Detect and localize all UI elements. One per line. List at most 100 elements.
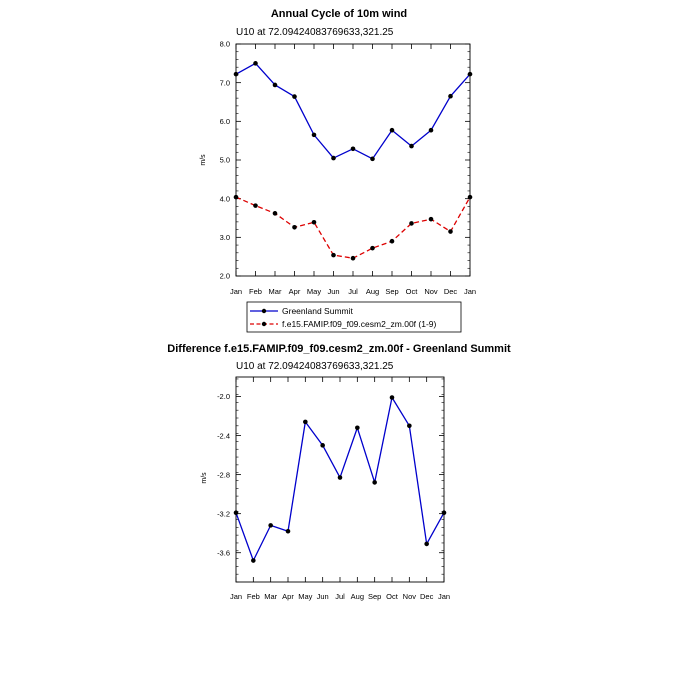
top-chart-series-1-point: [253, 203, 258, 208]
bottom-chart-y-tick-labels: -3.6 -3.2 -2.8 -2.4 -2.0: [217, 392, 230, 557]
top-chart-x-tick-label: Jan: [230, 287, 242, 296]
top-chart-series-1-point: [311, 219, 317, 225]
top-chart-x-tick-label: Aug: [366, 287, 379, 296]
top-chart-axes: [235, 43, 471, 277]
bottom-chart-x-tick-label: Dec: [420, 592, 434, 601]
top-chart-series-0-point: [389, 127, 395, 133]
top-chart-x-tick-label: Jan: [464, 287, 476, 296]
bottom-chart-y-tick-label: -2.0: [217, 392, 230, 401]
top-chart-series-line-0: [235, 62, 471, 160]
top-chart-series-0-point: [350, 146, 356, 152]
bottom-chart-y-tick-label: -2.4: [217, 431, 230, 440]
top-chart-series-0-point: [428, 127, 434, 133]
bottom-chart-x-tick-label: Aug: [351, 592, 364, 601]
bottom-chart-y-axis-label: m/s: [201, 472, 208, 484]
top-chart-plot-frame: [235, 43, 471, 277]
bottom-chart-series-0-point: [233, 510, 239, 515]
top-chart-series-0-point: [233, 71, 239, 77]
bottom-chart-series-0-point: [355, 425, 360, 431]
top-chart-series: [233, 61, 473, 261]
bottom-chart-series-0-point: [372, 480, 377, 485]
bottom-chart-y-tick-label: -2.8: [217, 470, 230, 479]
bottom-chart-subtitle: U10 at 72.09424083769633,321.25: [236, 361, 394, 372]
top-chart-x-tick-label: Nov: [424, 287, 438, 296]
top-chart-series-0-point: [311, 132, 317, 138]
bottom-chart-x-tick-label: Jul: [335, 592, 345, 601]
bottom-chart-series-0-point: [251, 558, 256, 563]
bottom-chart-x-tick-labels: Jan Feb Mar Apr May Jun Jul Aug Sep Oct Nov Dec Jan: [230, 592, 450, 601]
bottom-chart-x-tick-label: May: [298, 592, 312, 601]
top-chart-x-tick-label: Sep: [385, 287, 398, 296]
bottom-chart-x-tick-label: Feb: [247, 592, 260, 601]
bottom-chart-series-0-point: [303, 419, 308, 425]
top-chart-y-tick-label: 6.0: [220, 117, 230, 126]
top-chart-series-1-point: [350, 255, 356, 261]
bottom-chart-x-tick-label: Jan: [230, 592, 242, 601]
bottom-chart-x-tick-label: Apr: [282, 592, 294, 601]
top-chart-series-1-point: [233, 194, 239, 200]
top-chart-x-tick-label: Jun: [327, 287, 339, 296]
top-chart-series-1-point: [389, 238, 395, 244]
top-chart-series-1-point: [409, 221, 414, 226]
top-chart-x-tick-label: Feb: [249, 287, 262, 296]
top-chart-series-1-point: [428, 216, 434, 222]
bottom-chart-y-tick-label: -3.6: [217, 548, 230, 557]
top-chart-y-tick-labels: 2.0 3.0 4.0 5.0 6.0 7.0 8.0: [220, 40, 230, 281]
bottom-chart-series-0-point: [441, 510, 447, 515]
bottom-chart: Difference f.e15.FAMIP.f09_f09.cesm2_zm.…: [167, 343, 511, 601]
bottom-chart-x-tick-label: Jun: [317, 592, 329, 601]
bottom-chart-y-tick-label: -3.2: [217, 509, 230, 518]
top-chart-series-0-point: [331, 155, 336, 161]
bottom-chart-x-tick-label: Jan: [438, 592, 450, 601]
top-chart-series-line-1: [235, 196, 471, 259]
top-chart-x-tick-label: Oct: [406, 287, 419, 296]
bottom-chart-series-0-point: [337, 475, 343, 480]
top-chart-y-tick-label: 7.0: [220, 78, 230, 87]
top-chart-series-0-point: [409, 143, 414, 149]
top-chart-y-axis-label: m/s: [200, 154, 207, 166]
top-chart-y-tick-label: 5.0: [220, 156, 230, 165]
top-chart-x-tick-label: Dec: [444, 287, 458, 296]
legend-label-greenland-summit: Greenland Summit: [282, 306, 354, 316]
top-chart-series-0-point: [448, 93, 453, 99]
top-chart-y-tick-label: 4.0: [220, 194, 230, 203]
top-chart-series-0-point: [292, 94, 297, 99]
top-chart-series-0-point: [370, 156, 375, 162]
legend-box: [246, 301, 462, 333]
top-chart-series-1-point: [467, 194, 473, 200]
bottom-chart-series-0-point: [320, 443, 325, 448]
bottom-chart-axes: [235, 376, 445, 583]
top-chart-y-tick-label: 3.0: [220, 233, 230, 242]
top-chart-subtitle: U10 at 72.09424083769633,321.25: [236, 27, 394, 38]
top-chart-x-tick-label: Jul: [348, 287, 358, 296]
bottom-chart-title: Difference f.e15.FAMIP.f09_f09.cesm2_zm.…: [167, 343, 511, 355]
legend-label-model: f.e15.FAMIP.f09_f09.cesm2_zm.00f (1-9): [282, 319, 437, 329]
top-chart-series-1-point: [331, 252, 336, 258]
top-chart-series-0-point: [272, 82, 278, 88]
top-chart-legend: Greenland Summit f.e15.FAMIP.f09_f09.ces…: [246, 301, 462, 333]
bottom-chart-series: [233, 395, 447, 563]
top-chart-x-tick-label: Mar: [269, 287, 282, 296]
top-chart-series-0-point: [467, 71, 473, 77]
bottom-chart-series-0-point: [407, 423, 412, 429]
top-chart-y-tick-label: 2.0: [220, 272, 230, 281]
bottom-chart-series-0-point: [389, 395, 395, 400]
top-chart-series-0-point: [253, 61, 258, 66]
top-chart-title: Annual Cycle of 10m wind: [271, 8, 407, 20]
top-chart-y-tick-label: 8.0: [220, 40, 230, 49]
top-chart-series-1-point: [448, 229, 453, 234]
bottom-chart-x-tick-label: Nov: [403, 592, 417, 601]
bottom-chart-series-0-point: [268, 523, 273, 528]
bottom-chart-x-tick-label: Oct: [386, 592, 399, 601]
legend-marker-model: [261, 321, 267, 327]
top-chart-series-1-point: [370, 245, 375, 251]
bottom-chart-series-0-point: [285, 528, 291, 534]
top-chart-series-1-point: [292, 224, 297, 230]
top-chart-series-1-point: [272, 211, 278, 216]
bottom-chart-x-tick-label: Sep: [368, 592, 381, 601]
top-chart: Annual Cycle of 10m wind U10 at 72.09424…: [200, 8, 476, 333]
bottom-chart-x-tick-label: Mar: [264, 592, 277, 601]
top-chart-x-tick-label: Apr: [289, 287, 301, 296]
bottom-chart-series-0-point: [424, 541, 429, 547]
